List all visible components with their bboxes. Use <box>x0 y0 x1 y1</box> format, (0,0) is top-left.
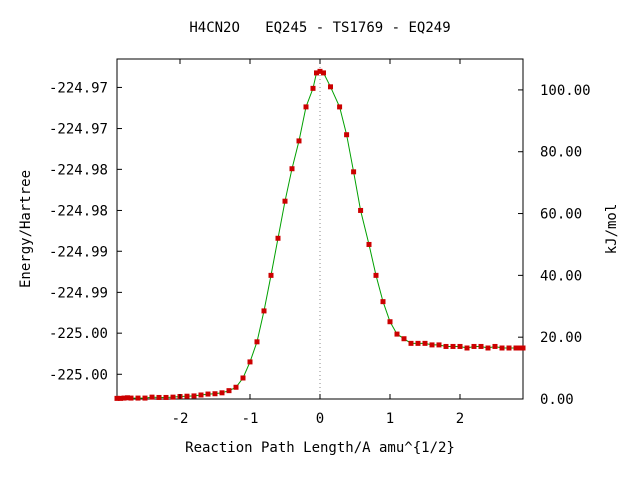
data-point <box>401 336 407 342</box>
data-point <box>184 393 190 399</box>
data-point <box>282 198 288 204</box>
data-point <box>303 104 309 110</box>
data-point <box>121 395 127 401</box>
x-tick-label: 2 <box>456 411 464 427</box>
data-point <box>275 235 281 241</box>
y-axis-label-right: kJ/mol <box>604 204 620 255</box>
data-point <box>520 345 526 351</box>
data-point <box>394 331 400 337</box>
y-left-tick-label: -224.99 <box>49 285 108 301</box>
x-tick-label: 0 <box>316 411 324 427</box>
data-point <box>422 340 428 346</box>
data-point <box>296 138 302 144</box>
data-point <box>513 345 519 351</box>
data-point <box>163 394 169 400</box>
energy-curve <box>117 70 523 399</box>
y-left-tick-label: -225.00 <box>49 367 108 383</box>
data-point <box>226 388 232 394</box>
data-point <box>317 68 323 74</box>
data-point <box>198 392 204 398</box>
x-tick-label: 1 <box>386 411 394 427</box>
data-point <box>492 343 498 349</box>
data-point <box>408 340 414 346</box>
data-point <box>366 241 372 247</box>
data-point <box>373 272 379 278</box>
data-point <box>268 272 274 278</box>
y-right-tick-label: 0.00 <box>540 392 574 408</box>
y-left-tick-label: -224.98 <box>49 203 108 219</box>
y-left-tick-label: -224.99 <box>49 244 108 260</box>
data-point <box>358 207 364 213</box>
y-left-tick-label: -224.97 <box>49 80 108 96</box>
y-left-tick-label: -225.00 <box>49 326 108 342</box>
data-point <box>351 169 357 175</box>
data-point <box>310 85 316 91</box>
y-axis-label-left: Energy/Hartree <box>18 170 34 288</box>
data-point <box>485 345 491 351</box>
data-point <box>128 395 134 401</box>
data-point <box>429 342 435 348</box>
data-point <box>328 84 333 90</box>
data-point <box>156 394 162 400</box>
data-point <box>517 345 522 351</box>
data-point <box>254 339 260 345</box>
x-axis-label: Reaction Path Length/A amu^{1/2} <box>185 440 455 456</box>
data-point <box>247 359 253 365</box>
data-point <box>443 343 449 349</box>
data-point <box>170 394 176 400</box>
data-point <box>321 70 326 76</box>
data-point <box>380 299 386 305</box>
x-tick-label: -1 <box>242 411 259 427</box>
y-right-tick-label: 40.00 <box>540 268 582 284</box>
data-point <box>205 391 211 397</box>
x-tick-label: -2 <box>172 411 189 427</box>
data-point <box>499 345 505 351</box>
data-point <box>261 308 267 314</box>
y-right-tick-label: 60.00 <box>540 207 582 223</box>
y-right-tick-label: 20.00 <box>540 330 582 346</box>
data-point <box>212 391 218 397</box>
data-point <box>478 343 484 349</box>
data-point <box>135 395 141 401</box>
data-point <box>471 343 477 349</box>
data-point <box>415 340 421 346</box>
data-point <box>457 343 463 349</box>
data-point <box>337 104 343 110</box>
data-point <box>142 395 148 401</box>
data-point <box>506 345 512 351</box>
y-left-tick-label: -224.97 <box>49 122 108 138</box>
data-point <box>344 132 350 138</box>
data-point <box>450 343 456 349</box>
chart-title: H4CN2O EQ245 - TS1769 - EQ249 <box>189 20 450 36</box>
y-right-tick-label: 100.00 <box>540 83 591 99</box>
y-right-tick-label: 80.00 <box>540 145 582 161</box>
data-point <box>387 319 393 325</box>
data-point <box>149 394 155 400</box>
data-point <box>314 70 319 76</box>
data-point <box>219 390 225 396</box>
data-point <box>233 384 239 390</box>
data-point <box>289 166 295 172</box>
data-point <box>114 395 120 401</box>
data-point <box>464 345 470 351</box>
y-left-tick-label: -224.98 <box>49 162 108 178</box>
data-point <box>191 393 197 399</box>
data-point <box>436 342 442 348</box>
data-point <box>118 395 123 401</box>
data-point <box>125 395 130 401</box>
data-point <box>240 375 246 381</box>
